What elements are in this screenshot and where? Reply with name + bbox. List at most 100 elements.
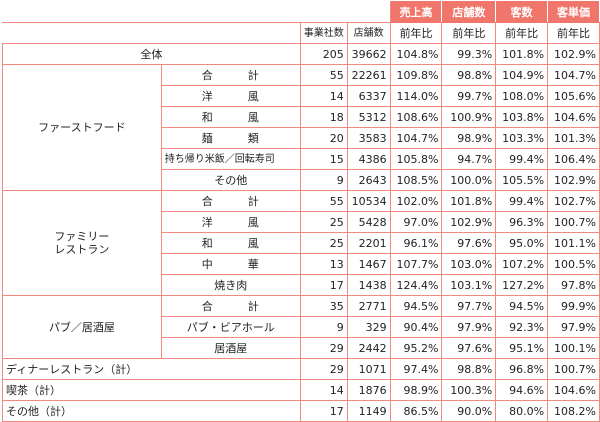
cell-unit-price: 104.6% xyxy=(547,379,600,401)
table-row: ファーストフード 合 計 55 22261 109.8% 98.8% 104.9… xyxy=(2,64,600,191)
group-label-line-1: ファミリー xyxy=(54,230,110,243)
table-row: その他 9 2643 108.5% 100.0% 105.5% 102.9% xyxy=(3,169,600,191)
cell-stores: 1467 xyxy=(346,253,391,275)
header-blank xyxy=(2,1,391,23)
cell-companies: 14 xyxy=(299,85,348,107)
cell-customers: 94.5% xyxy=(495,295,549,317)
table-row: 中 華 13 1467 107.7% 103.0% 107.2% 100.5% xyxy=(3,253,600,275)
table-row: 持ち帰り米飯／回転寿司 15 4386 105.8% 94.7% 99.4% 1… xyxy=(3,148,600,170)
row-label: その他 xyxy=(160,169,301,191)
cell-companies: 15 xyxy=(299,148,348,170)
cell-customers: 92.3% xyxy=(495,316,549,338)
cell-sales: 86.5% xyxy=(389,400,443,422)
cell-unit-price: 105.6% xyxy=(547,85,600,107)
cell-customers: 103.8% xyxy=(495,106,549,128)
cell-sales: 109.8% xyxy=(389,64,443,86)
cell-companies: 55 xyxy=(299,190,348,212)
cell-store-yoy: 103.1% xyxy=(441,274,497,296)
cell-customers: 80.0% xyxy=(495,400,549,422)
cell-companies: 55 xyxy=(299,64,348,86)
header-blank-2 xyxy=(2,22,301,44)
cell-unit-price: 100.7% xyxy=(547,211,600,233)
cell-sales: 97.0% xyxy=(389,211,443,233)
row-label: 和 風 xyxy=(160,232,301,254)
cell-customers: 103.3% xyxy=(495,127,549,149)
cell-stores: 5312 xyxy=(346,106,391,128)
row-label: 合 計 xyxy=(160,295,301,317)
cell-store-yoy: 94.7% xyxy=(441,148,497,170)
group-label-line-2: レストラン xyxy=(54,243,110,256)
cell-companies: 29 xyxy=(299,337,348,359)
cell-customers: 99.4% xyxy=(495,148,549,170)
row-label: 全体 xyxy=(2,43,301,65)
table-row: 全体 205 39662 104.8% 99.3% 101.8% 102.9% xyxy=(2,43,600,65)
cell-unit-price: 100.5% xyxy=(547,253,600,275)
row-label: 合 計 xyxy=(160,64,301,86)
cell-companies: 9 xyxy=(299,169,348,191)
cell-customers: 127.2% xyxy=(495,274,549,296)
row-label: 洋 風 xyxy=(160,85,301,107)
cell-unit-price: 108.2% xyxy=(547,400,600,422)
row-label: 居酒屋 xyxy=(160,337,301,359)
cell-stores: 6337 xyxy=(346,85,391,107)
group-label-fastfood: ファーストフード xyxy=(2,64,162,191)
cell-store-yoy: 101.8% xyxy=(441,190,497,212)
cell-sales: 124.4% xyxy=(389,274,443,296)
cell-store-yoy: 100.3% xyxy=(441,379,497,401)
cell-stores: 22261 xyxy=(346,64,391,86)
cell-stores: 2771 xyxy=(346,295,391,317)
cell-customers: 95.0% xyxy=(495,232,549,254)
cell-stores: 1876 xyxy=(346,379,391,401)
row-label: その他（計） xyxy=(2,400,301,422)
header-customers: 客数 xyxy=(495,1,549,23)
cell-customers: 96.8% xyxy=(495,358,549,380)
header-unit-price: 客単価 xyxy=(547,1,600,23)
cell-companies: 29 xyxy=(299,358,348,380)
row-label: 焼き肉 xyxy=(160,274,301,296)
header-sales: 売上高 xyxy=(389,1,443,23)
cell-stores: 4386 xyxy=(346,148,391,170)
row-label: パブ・ビアホール xyxy=(160,316,301,338)
cell-unit-price: 104.7% xyxy=(547,64,600,86)
cell-companies: 25 xyxy=(299,211,348,233)
table-row: 麺 類 20 3583 104.7% 98.9% 103.3% 101.3% xyxy=(3,127,600,149)
row-label: 麺 類 xyxy=(160,127,301,149)
cell-sales: 102.0% xyxy=(389,190,443,212)
cell-unit-price: 97.9% xyxy=(547,316,600,338)
cell-sales: 114.0% xyxy=(389,85,443,107)
cell-store-yoy: 98.8% xyxy=(441,64,497,86)
cell-customers: 107.2% xyxy=(495,253,549,275)
cell-store-yoy: 98.8% xyxy=(441,358,497,380)
cell-companies: 20 xyxy=(299,127,348,149)
cell-store-yoy: 97.6% xyxy=(441,337,497,359)
cell-unit-price: 100.1% xyxy=(547,337,600,359)
cell-customers: 99.4% xyxy=(495,190,549,212)
cell-customers: 94.6% xyxy=(495,379,549,401)
cell-sales: 108.6% xyxy=(389,106,443,128)
cell-stores: 1438 xyxy=(346,274,391,296)
cell-customers: 95.1% xyxy=(495,337,549,359)
cell-store-yoy: 99.3% xyxy=(441,43,497,65)
cell-companies: 13 xyxy=(299,253,348,275)
cell-sales: 104.7% xyxy=(389,127,443,149)
cell-customers: 96.3% xyxy=(495,211,549,233)
cell-sales: 108.5% xyxy=(389,169,443,191)
cell-store-yoy: 98.9% xyxy=(441,127,497,149)
cell-sales: 95.2% xyxy=(389,337,443,359)
cell-stores: 2442 xyxy=(346,337,391,359)
cell-customers: 101.8% xyxy=(495,43,549,65)
cell-companies: 18 xyxy=(299,106,348,128)
header-yoy-sales: 前年比 xyxy=(389,22,443,44)
header-row-1: 売上高 店舗数 客数 客単価 xyxy=(2,1,600,23)
cell-sales: 107.7% xyxy=(389,253,443,275)
row-label: 洋 風 xyxy=(160,211,301,233)
cell-store-yoy: 100.0% xyxy=(441,169,497,191)
cell-stores: 2643 xyxy=(346,169,391,191)
cell-stores: 10534 xyxy=(346,190,391,212)
cell-stores: 2201 xyxy=(346,232,391,254)
cell-companies: 14 xyxy=(299,379,348,401)
cell-companies: 17 xyxy=(299,274,348,296)
cell-sales: 96.1% xyxy=(389,232,443,254)
